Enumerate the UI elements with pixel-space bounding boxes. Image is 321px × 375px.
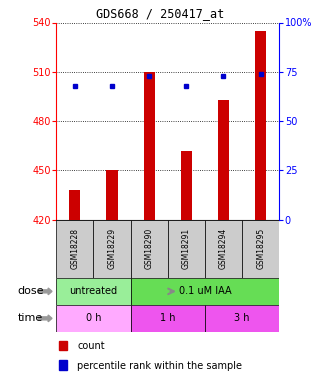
Text: 0.1 uM IAA: 0.1 uM IAA [178, 286, 231, 296]
Bar [56, 305, 131, 332]
Bar [255, 31, 266, 220]
Text: GDS668 / 250417_at: GDS668 / 250417_at [96, 7, 225, 20]
Text: time: time [18, 314, 43, 323]
Text: GSM18291: GSM18291 [182, 228, 191, 269]
Text: GSM18229: GSM18229 [108, 228, 117, 269]
Text: GSM18228: GSM18228 [70, 228, 79, 269]
Text: count: count [77, 340, 105, 351]
Text: 1 h: 1 h [160, 314, 176, 323]
Text: 0 h: 0 h [86, 314, 101, 323]
Text: GSM18295: GSM18295 [256, 228, 265, 269]
Bar [143, 72, 155, 220]
Bar [59, 360, 67, 370]
Bar [181, 151, 192, 220]
Bar [168, 220, 205, 278]
Bar [205, 305, 279, 332]
Text: GSM18290: GSM18290 [145, 228, 154, 269]
Bar [56, 278, 131, 305]
Bar [218, 100, 229, 220]
Text: dose: dose [18, 286, 44, 296]
Bar [59, 340, 67, 350]
Text: GSM18294: GSM18294 [219, 228, 228, 269]
Bar [131, 220, 168, 278]
Bar [56, 220, 93, 278]
Bar [131, 278, 279, 305]
Text: 3 h: 3 h [234, 314, 250, 323]
Bar [69, 190, 80, 220]
Bar [131, 305, 205, 332]
Bar [205, 220, 242, 278]
Text: percentile rank within the sample: percentile rank within the sample [77, 360, 242, 370]
Bar [106, 170, 117, 220]
Text: untreated: untreated [69, 286, 117, 296]
Bar [242, 220, 279, 278]
Bar [93, 220, 131, 278]
